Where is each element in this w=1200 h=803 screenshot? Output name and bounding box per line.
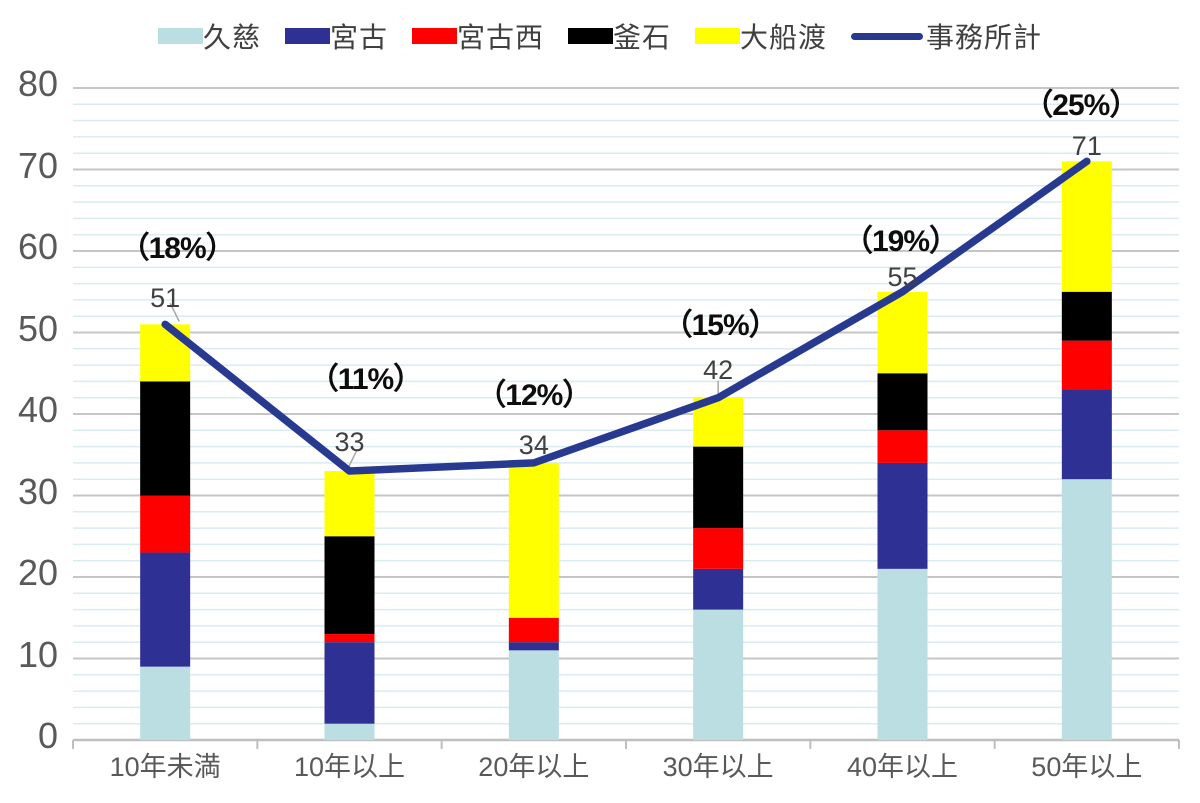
legend-swatch-kamaishi [568,28,613,44]
legend-label-kamaishi: 釜石 [613,22,672,53]
bar-segment [508,650,559,740]
bar-segment [324,723,375,740]
y-axis-label: 80 [17,63,58,104]
legend-swatch-kuji [157,28,203,44]
bar-segment [1061,161,1112,292]
x-axis-label: 10年未満 [109,752,221,782]
x-axis-label: 40年以上 [846,752,959,782]
percent-label: （25%） [1023,89,1139,123]
bar-segment [693,528,744,569]
percent-label: （15%） [662,308,779,342]
bar-segment [877,568,928,740]
x-axis-label: 20年以上 [478,752,590,782]
total-line [161,157,1091,475]
legend-label-miyako: 宮古 [329,22,388,53]
bar-segment [1061,340,1112,390]
y-axis-label: 10 [17,633,58,675]
x-axis-label: 30年以上 [662,752,774,782]
legend-item-miyako: 宮古 [284,16,388,56]
bar-segment [693,568,744,610]
bar-segment [324,634,375,643]
bar-segment [693,446,744,529]
bar-segment [877,462,928,569]
legend-item-ofunato: 大船渡 [695,16,827,56]
bar-segment [140,666,191,740]
bar-segment [140,495,191,553]
bar-segment [324,536,375,635]
y-axis-label: 0 [37,715,58,756]
legend-label-ofunato: 大船渡 [740,22,828,53]
bar-segment [1061,291,1112,341]
legend-line-swatch-jimushokei [851,32,924,40]
bar-segment [508,642,559,651]
bar-segment [877,430,928,463]
legend-item-jimushokei: 事務所計 [851,16,1042,56]
y-axis-label: 40 [17,389,58,430]
percent-label: （18%） [119,232,236,266]
x-axis-label: 10年以上 [293,752,406,782]
bar-segment [324,642,375,724]
bar-segment [1061,479,1112,740]
y-axis-label: 30 [17,470,58,512]
bar-segment [140,324,191,382]
legend-swatch-ofunato [695,28,741,44]
total-label: 33 [334,427,365,458]
label-leader-line [169,303,180,322]
total-label: 55 [887,261,918,292]
legend-swatch-miyako [284,28,330,44]
percent-label: （19%） [842,224,959,258]
total-label: 51 [150,283,181,314]
bar-segment [693,609,744,740]
y-axis-label: 60 [17,226,58,267]
legend-label-kuji: 久慈 [202,22,261,53]
total-label: 34 [518,429,549,460]
bar-segment [1061,389,1112,480]
percent-label: （12%） [476,378,592,412]
bar-segment [140,552,191,667]
legend-label-jimushokei: 事務所計 [926,22,1043,53]
legend-swatch-miyakonishi [411,28,457,44]
x-axis-label: 50年以上 [1031,752,1143,782]
bar-segment [508,462,559,618]
y-axis-label: 70 [17,144,58,186]
legend-item-kamaishi: 釜石 [568,16,671,56]
bar-segment [508,617,559,643]
total-label: 42 [703,354,734,385]
legend-item-miyakonishi: 宮古西 [411,16,544,56]
bar-segment [324,471,375,537]
total-label: 71 [1071,131,1102,162]
legend-item-kuji: 久慈 [157,16,261,56]
percent-label: （11%） [308,363,423,397]
legend: 久慈 宮古 宮古西 釜石 大船渡 事務所計 [0,16,1200,56]
bar-segment [877,373,928,431]
label-leader-line [347,450,358,468]
bar-segment [140,381,191,496]
y-axis-label: 20 [17,552,58,593]
legend-label-miyakonishi: 宮古西 [456,22,544,53]
y-axis-label: 50 [17,307,58,349]
